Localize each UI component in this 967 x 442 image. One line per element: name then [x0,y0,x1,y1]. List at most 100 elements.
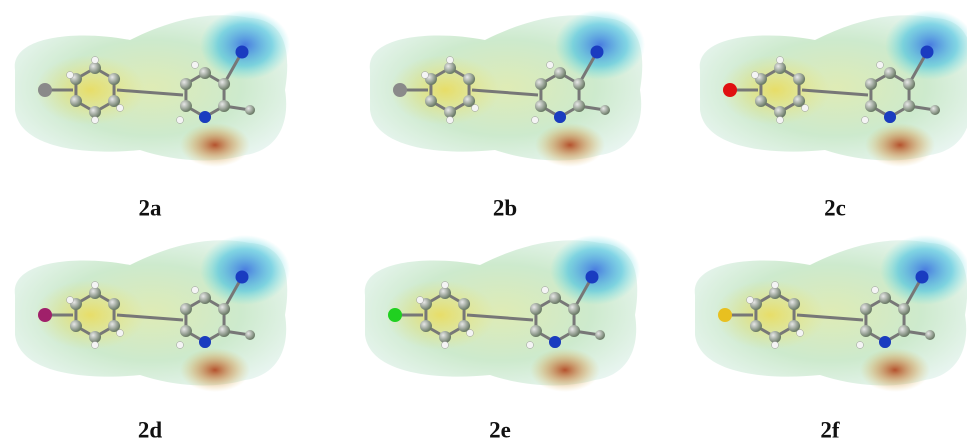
atom [903,78,916,90]
atom [458,320,471,332]
hydrogen-atom [191,61,199,69]
atom [793,95,806,107]
molecule-panel [364,235,640,392]
hydrogen-atom [771,341,779,349]
hydrogen-atom [191,286,199,294]
atom [199,292,211,304]
hydrogen-atom [856,341,864,349]
hydrogen-atom [526,341,534,349]
atom [879,292,891,304]
amine-nitrogen [915,270,929,284]
atom [788,298,801,310]
atom [419,320,432,332]
atom [774,106,786,118]
panel-label: 2a [139,195,163,220]
atom [864,100,877,112]
atom [884,67,896,79]
panel-label: 2f [820,417,840,442]
nitrogen-atom [879,336,891,348]
negative-region [535,123,605,167]
negative-region [860,348,930,392]
hydrogen-atom [531,116,539,124]
atom [179,303,192,315]
substituent-atom [38,308,52,322]
atom [108,73,121,85]
atom [439,331,451,343]
positive-region [200,10,290,80]
atom [89,331,101,343]
atom [534,78,547,90]
hydrogen-atom [776,116,784,124]
amine-nitrogen [585,270,599,284]
atom [769,287,781,299]
hydrogen-atom [416,296,424,304]
atom [218,100,231,112]
atom [859,325,872,337]
negative-region [180,348,250,392]
substituent-atom [38,83,52,97]
atom [573,78,586,90]
hydrogen-atom [66,71,74,79]
molecule-panel [699,10,967,167]
atom [69,95,82,107]
molecule-panel [369,10,645,167]
atom [749,320,762,332]
hydrogen-atom [776,56,784,64]
atom [89,287,101,299]
nitrogen-atom [199,111,211,123]
atom [754,95,767,107]
atom [463,73,476,85]
substituent-atom [723,83,737,97]
atom [89,62,101,74]
hydrogen-atom [871,286,879,294]
atom [218,303,231,315]
methyl-carbon [245,105,255,115]
bond [116,88,184,97]
hydrogen-atom [796,329,804,337]
amine-nitrogen [235,270,249,284]
substituent-atom [393,83,407,97]
atom [793,73,806,85]
hydrogen-atom [546,61,554,69]
bond [801,88,869,97]
atom [108,95,121,107]
atom [179,78,192,90]
hydrogen-atom [746,296,754,304]
atom [529,303,542,315]
atom [903,100,916,112]
atom [439,287,451,299]
atom [534,100,547,112]
methyl-carbon [925,330,935,340]
positive-region [885,10,967,80]
nitrogen-atom [549,336,561,348]
nitrogen-atom [199,336,211,348]
positive-region [880,235,967,305]
atom [108,298,121,310]
bond [471,88,539,97]
amine-nitrogen [235,45,249,59]
atom [859,303,872,315]
atom [463,95,476,107]
atom [444,106,456,118]
panel-label: 2e [489,417,511,442]
hydrogen-atom [66,296,74,304]
hydrogen-atom [91,116,99,124]
atom [529,325,542,337]
atom [69,320,82,332]
atom [769,331,781,343]
panel-label: 2b [493,195,517,220]
panel-label: 2c [824,195,846,220]
atom [554,67,566,79]
panel-label: 2d [138,417,163,442]
atom [199,67,211,79]
hydrogen-atom [446,116,454,124]
hydrogen-atom [116,104,124,112]
atom [444,62,456,74]
positive-region [550,235,640,305]
negative-region [180,123,250,167]
atom [864,78,877,90]
bond [466,313,534,322]
atom [458,298,471,310]
atom [568,325,581,337]
